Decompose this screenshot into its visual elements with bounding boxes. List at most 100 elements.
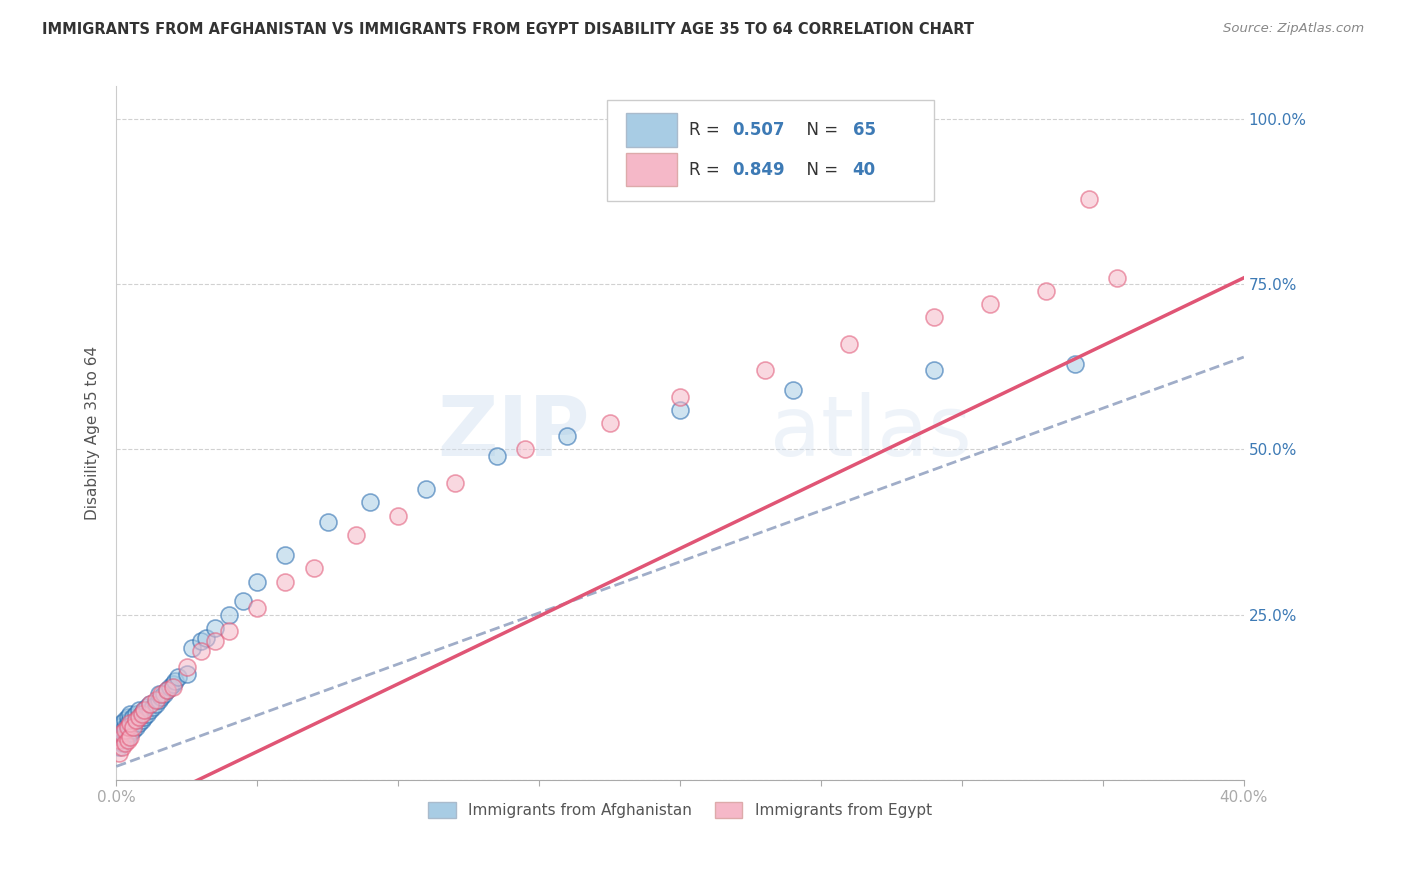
- Text: 40: 40: [852, 161, 876, 178]
- Text: ZIP: ZIP: [437, 392, 591, 474]
- Point: [443, 475, 465, 490]
- Point: [1035, 284, 1057, 298]
- Point: [176, 667, 198, 681]
- Text: R =: R =: [689, 121, 725, 139]
- Point: [669, 390, 692, 404]
- Point: [218, 624, 240, 638]
- Point: [114, 713, 136, 727]
- Point: [122, 710, 145, 724]
- Point: [782, 383, 804, 397]
- Point: [131, 713, 153, 727]
- Legend: Immigrants from Afghanistan, Immigrants from Egypt: Immigrants from Afghanistan, Immigrants …: [422, 796, 938, 824]
- Point: [246, 574, 269, 589]
- Point: [555, 429, 578, 443]
- Point: [122, 720, 145, 734]
- Point: [122, 723, 145, 737]
- FancyBboxPatch shape: [607, 100, 934, 201]
- Point: [181, 640, 204, 655]
- Point: [114, 720, 136, 734]
- Point: [165, 673, 187, 688]
- Point: [922, 363, 945, 377]
- Point: [754, 363, 776, 377]
- Point: [344, 528, 367, 542]
- Point: [134, 703, 156, 717]
- Point: [1105, 270, 1128, 285]
- Text: 0.507: 0.507: [733, 121, 785, 139]
- Point: [190, 634, 212, 648]
- Point: [274, 574, 297, 589]
- Point: [599, 416, 621, 430]
- Point: [145, 697, 167, 711]
- Point: [125, 706, 148, 721]
- Point: [108, 733, 131, 747]
- Point: [114, 723, 136, 737]
- Point: [246, 601, 269, 615]
- Point: [150, 690, 173, 704]
- Point: [204, 634, 226, 648]
- Point: [167, 670, 190, 684]
- Point: [922, 310, 945, 325]
- Point: [204, 621, 226, 635]
- Point: [125, 713, 148, 727]
- Text: 0.849: 0.849: [733, 161, 785, 178]
- Point: [114, 726, 136, 740]
- Point: [108, 720, 131, 734]
- Y-axis label: Disability Age 35 to 64: Disability Age 35 to 64: [86, 346, 100, 520]
- Point: [162, 680, 184, 694]
- Point: [150, 687, 173, 701]
- Point: [139, 697, 162, 711]
- Point: [218, 607, 240, 622]
- Point: [232, 594, 254, 608]
- Point: [139, 703, 162, 717]
- Point: [136, 706, 159, 721]
- Point: [162, 677, 184, 691]
- Point: [111, 730, 134, 744]
- Point: [148, 687, 170, 701]
- Point: [415, 482, 437, 496]
- Point: [114, 733, 136, 747]
- Point: [111, 723, 134, 737]
- Text: 65: 65: [852, 121, 876, 139]
- Point: [359, 495, 381, 509]
- Point: [136, 700, 159, 714]
- Point: [111, 736, 134, 750]
- Bar: [626, 113, 676, 146]
- Point: [316, 515, 339, 529]
- Text: IMMIGRANTS FROM AFGHANISTAN VS IMMIGRANTS FROM EGYPT DISABILITY AGE 35 TO 64 COR: IMMIGRANTS FROM AFGHANISTAN VS IMMIGRANT…: [42, 22, 974, 37]
- Point: [485, 449, 508, 463]
- Point: [120, 713, 142, 727]
- Point: [669, 403, 692, 417]
- Point: [1077, 192, 1099, 206]
- Point: [125, 713, 148, 727]
- Text: N =: N =: [796, 121, 844, 139]
- Point: [128, 716, 150, 731]
- Point: [979, 297, 1001, 311]
- Point: [108, 733, 131, 747]
- Point: [128, 703, 150, 717]
- Point: [120, 716, 142, 731]
- Point: [145, 693, 167, 707]
- Point: [117, 723, 139, 737]
- Point: [1063, 357, 1085, 371]
- Point: [131, 706, 153, 721]
- Point: [131, 706, 153, 721]
- Point: [190, 644, 212, 658]
- Text: Source: ZipAtlas.com: Source: ZipAtlas.com: [1223, 22, 1364, 36]
- Point: [513, 442, 536, 457]
- Text: R =: R =: [689, 161, 725, 178]
- Point: [142, 700, 165, 714]
- Point: [111, 726, 134, 740]
- Point: [176, 660, 198, 674]
- Text: atlas: atlas: [770, 392, 972, 474]
- Point: [128, 710, 150, 724]
- Point: [111, 739, 134, 754]
- Point: [148, 693, 170, 707]
- Bar: [626, 153, 676, 186]
- Point: [120, 720, 142, 734]
- Point: [108, 746, 131, 760]
- Point: [274, 548, 297, 562]
- Point: [387, 508, 409, 523]
- Point: [122, 716, 145, 731]
- Point: [156, 683, 179, 698]
- Point: [120, 706, 142, 721]
